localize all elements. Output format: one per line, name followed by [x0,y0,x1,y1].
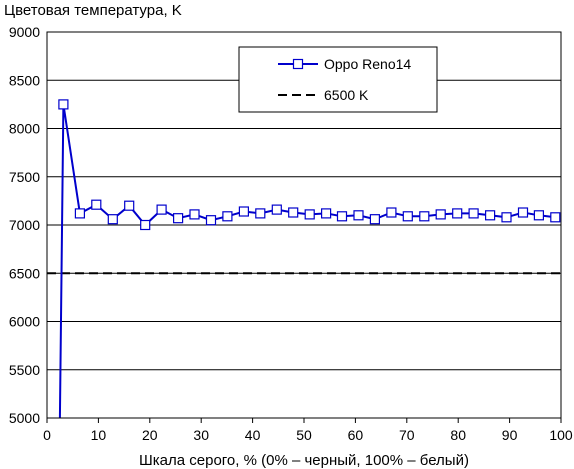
data-point [369,214,380,225]
data-point [353,210,364,221]
data-point [485,210,496,221]
y-tick-label: 5000 [9,410,40,426]
y-tick-label: 6500 [9,265,40,281]
data-point [255,208,266,219]
y-tick-label: 6000 [9,314,40,330]
data-point [550,212,561,223]
x-tick-labels: 0 10 20 30 40 50 60 70 80 90 100 [43,418,573,443]
x-tick-label: 50 [296,427,312,443]
data-point [386,207,397,218]
x-tick-label: 70 [399,427,415,443]
data-point [288,207,299,218]
x-tick-label: 20 [142,427,158,443]
x-tick-label: 10 [91,427,107,443]
y-tick-labels: 5000 5500 6000 6500 7000 7500 8000 8500 9000 [9,24,40,426]
data-point [468,208,479,219]
data-point [452,208,463,219]
x-tick-label: 30 [193,427,209,443]
data-point [140,219,151,231]
data-point [238,206,249,217]
data-point [124,200,135,211]
data-point [419,211,430,222]
legend-label-series: Oppo Reno14 [324,56,411,72]
legend-marker-series [292,58,304,70]
x-tick-label: 40 [245,427,261,443]
data-point [156,204,167,215]
legend: Oppo Reno14 6500 K [238,46,438,113]
data-point [501,212,512,223]
y-tick-label: 8500 [9,72,40,88]
data-point [533,210,545,221]
x-tick-label: 90 [502,427,518,443]
legend-label-reference: 6500 K [324,87,369,103]
data-point [517,207,529,218]
x-axis-title: Шкала серого, % (0% – черный, 100% – бел… [139,452,469,469]
y-tick-label: 5500 [9,362,40,378]
y-tick-label: 8000 [9,121,40,137]
data-point [402,211,413,222]
series-layer [47,99,561,419]
data-point [271,204,282,215]
y-axis-title: Цветовая температура, K [4,2,182,19]
data-point [205,215,217,226]
data-point [107,214,118,225]
x-tick-label: 100 [549,427,573,443]
data-point [173,213,184,224]
data-point [321,208,332,219]
x-tick-label: 0 [43,427,51,443]
data-point [435,209,446,220]
legend-box [238,46,438,113]
plot-frame [46,31,562,419]
y-tick-label: 7500 [9,169,40,185]
x-tick-label: 60 [348,427,364,443]
data-point [189,209,200,220]
data-point [336,211,348,222]
data-point [304,209,315,220]
y-tick-label: 7000 [9,217,40,233]
x-tick-label: 80 [450,427,466,443]
data-point [58,99,69,110]
data-point [222,211,233,222]
data-point [91,199,102,210]
data-point [74,208,86,219]
y-tick-label: 9000 [9,24,40,40]
